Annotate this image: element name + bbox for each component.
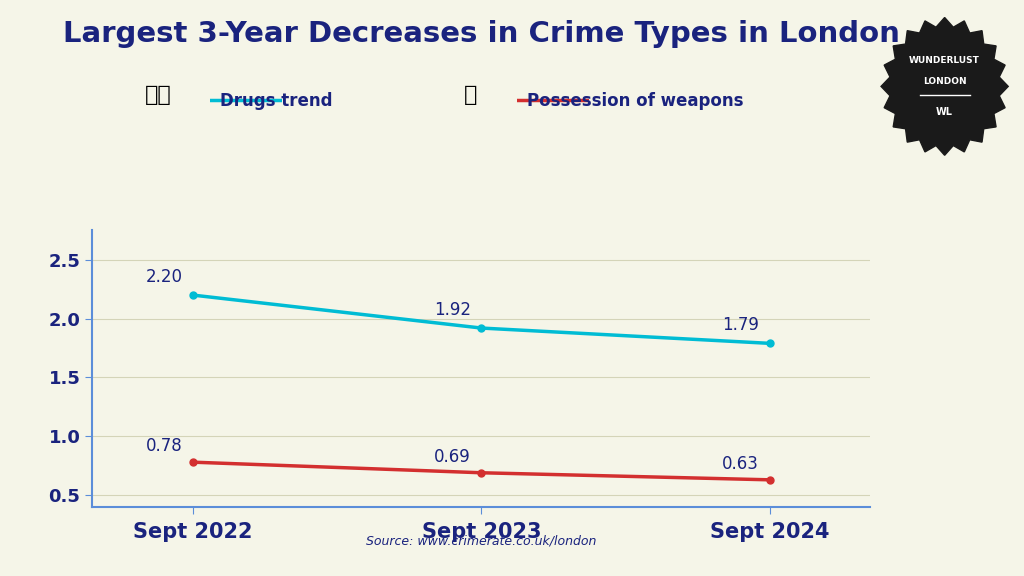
Text: 0.78: 0.78 — [145, 437, 182, 455]
Text: Source: www.crimerate.co.uk/london: Source: www.crimerate.co.uk/london — [367, 534, 596, 547]
Text: 1.92: 1.92 — [434, 301, 471, 319]
Text: WL: WL — [936, 107, 953, 117]
Text: LONDON: LONDON — [923, 77, 967, 86]
Text: 🌿💊: 🌿💊 — [145, 85, 172, 105]
Text: 0.69: 0.69 — [434, 448, 471, 466]
Text: 1.79: 1.79 — [722, 316, 759, 334]
Text: Largest 3-Year Decreases in Crime Types in London: Largest 3-Year Decreases in Crime Types … — [62, 20, 900, 48]
Text: 🔫: 🔫 — [464, 85, 478, 105]
Text: Possession of weapons: Possession of weapons — [527, 92, 743, 110]
Text: Drugs trend: Drugs trend — [220, 92, 333, 110]
Text: WUNDERLUST: WUNDERLUST — [909, 56, 980, 66]
Polygon shape — [881, 17, 1009, 156]
Text: 2.20: 2.20 — [145, 268, 182, 286]
Text: 0.63: 0.63 — [722, 455, 759, 473]
